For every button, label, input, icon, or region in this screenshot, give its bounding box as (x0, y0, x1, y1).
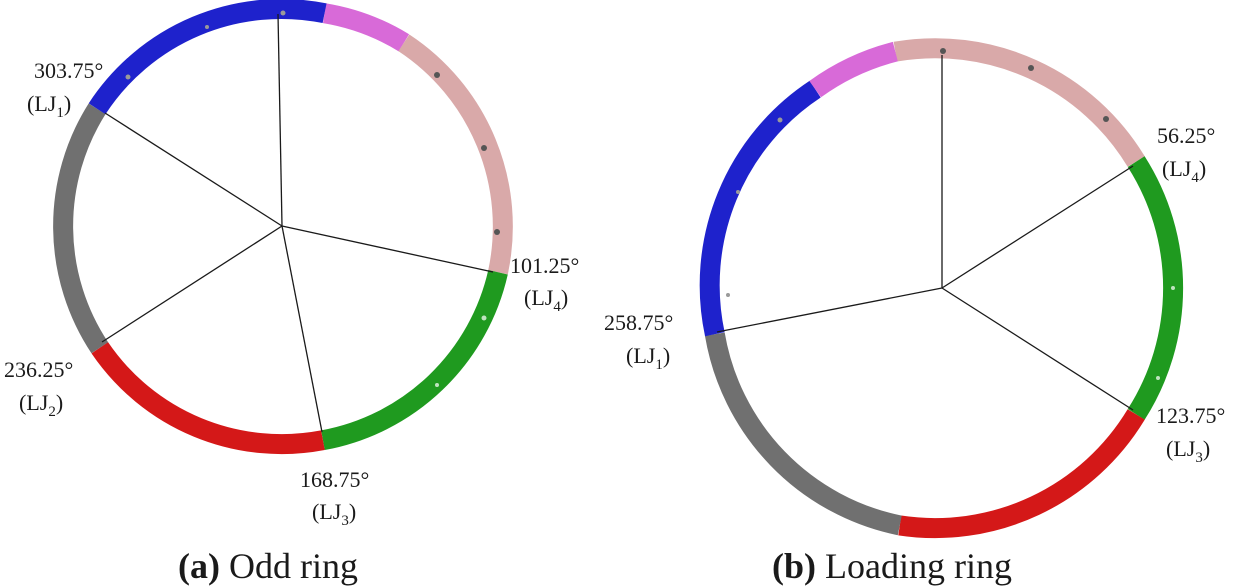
spoke-a (101, 225, 283, 343)
ring-a-segment-blue (88, 0, 327, 115)
ring-a-dot (205, 25, 209, 29)
ring-b-segment-gray (704, 332, 902, 536)
spoke-a (281, 225, 494, 273)
panel-odd-ring: 303.75° (LJ1) 101.25° (LJ4) 236.25° (LJ2… (4, 0, 579, 586)
ring-b-dot (1156, 376, 1160, 380)
angle-label: 258.75° (604, 310, 673, 335)
joint-name: (LJ3) (312, 499, 356, 529)
angle-label: 56.25° (1157, 123, 1215, 148)
spoke-b (941, 165, 1134, 289)
joint-label-a-1: 303.75° (LJ1) (27, 58, 103, 121)
joint-label-a-4: 101.25° (LJ4) (510, 253, 579, 315)
joint-name: (LJ4) (1162, 156, 1206, 186)
ring-b-dot (1103, 116, 1109, 122)
ring-a-dot (481, 145, 487, 151)
caption-odd-ring: (a) Odd ring (178, 546, 358, 586)
ring-b-dot (1028, 65, 1034, 71)
ring-b-segment-violet (809, 41, 898, 98)
ring-a-dot (481, 315, 487, 321)
ring-b-segment-blue (699, 80, 821, 337)
angle-label: 303.75° (34, 58, 103, 83)
ring-b-dot (777, 117, 783, 123)
joint-name: (LJ1) (626, 343, 670, 373)
joint-label-b-4: 56.25° (LJ4) (1157, 123, 1215, 186)
panel-loading-ring: 56.25° (LJ4) 258.75° (LJ1) 123.75° (LJ3)… (604, 38, 1225, 586)
ring-b-segment-red (898, 409, 1145, 539)
ring-b-segment-green (1127, 156, 1184, 420)
ring-a (53, 0, 513, 455)
joint-name: (LJ1) (27, 91, 71, 121)
spoke-a (104, 112, 283, 227)
spoke-a (277, 13, 283, 227)
caption-loading-ring: (b) Loading ring (772, 546, 1012, 586)
joint-name: (LJ3) (1166, 436, 1210, 466)
ring-a-segment-pink (398, 34, 513, 275)
ring-b-segment-pink (893, 38, 1145, 167)
joint-label-a-2: 236.25° (LJ2) (4, 357, 73, 420)
joint-label-b-3: 123.75° (LJ3) (1156, 403, 1225, 466)
ring-b-dot (736, 190, 740, 194)
ring-b-dot (940, 48, 946, 54)
angle-label: 123.75° (1156, 403, 1225, 428)
angle-label: 101.25° (510, 253, 579, 278)
ring-a-segment-red (91, 342, 325, 455)
joint-name: (LJ4) (524, 285, 568, 315)
ring-a-dot (280, 10, 286, 16)
spoke-a (281, 225, 323, 433)
ring-a-segment-violet (322, 3, 410, 52)
spokes-b (716, 55, 1134, 411)
ring-b-dot (1171, 286, 1175, 290)
ring-a-dot (434, 72, 440, 78)
joint-name: (LJ2) (19, 390, 63, 420)
spokes-a (101, 13, 494, 433)
spoke-b (941, 287, 1134, 411)
ring-b-dot (726, 293, 730, 297)
joint-label-b-1: 258.75° (LJ1) (604, 310, 673, 373)
ring-b-dots (726, 48, 1175, 380)
ring-a-dot (125, 74, 131, 80)
ring-a-dot (494, 229, 500, 235)
ring-a-dot (435, 383, 439, 387)
angle-label: 168.75° (300, 467, 369, 492)
angle-label: 236.25° (4, 357, 73, 382)
ring-a-dots (125, 10, 500, 387)
ring-a-segment-gray (53, 103, 109, 354)
joint-label-a-3: 168.75° (LJ3) (300, 467, 369, 529)
ring-a-segment-green (321, 270, 508, 451)
spoke-b (716, 287, 943, 333)
